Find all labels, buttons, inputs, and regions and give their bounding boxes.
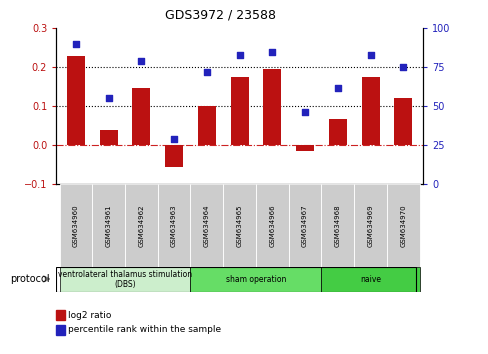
Point <box>137 58 145 64</box>
Text: GSM634968: GSM634968 <box>334 204 340 247</box>
Bar <box>92 184 125 267</box>
Text: GSM634961: GSM634961 <box>105 204 111 247</box>
Bar <box>230 77 248 145</box>
Text: GSM634962: GSM634962 <box>138 204 144 247</box>
Text: GSM634960: GSM634960 <box>73 204 79 247</box>
Text: percentile rank within the sample: percentile rank within the sample <box>68 325 221 334</box>
Text: GSM634966: GSM634966 <box>269 204 275 247</box>
Bar <box>60 184 92 267</box>
Text: sham operation: sham operation <box>225 275 285 284</box>
Bar <box>190 184 223 267</box>
Bar <box>190 267 321 292</box>
Bar <box>288 184 321 267</box>
Point <box>203 69 210 75</box>
Bar <box>296 145 313 151</box>
Bar <box>100 130 118 145</box>
Bar <box>198 106 215 145</box>
Point <box>104 96 112 101</box>
Bar <box>223 184 255 267</box>
Text: GSM634963: GSM634963 <box>171 204 177 247</box>
Bar <box>60 267 190 292</box>
Bar <box>56 325 65 335</box>
Text: GSM634967: GSM634967 <box>302 204 307 247</box>
Point <box>333 85 341 90</box>
Bar <box>263 69 281 145</box>
Bar <box>353 184 386 267</box>
Point <box>170 136 178 142</box>
Text: naive: naive <box>359 275 380 284</box>
Bar <box>255 184 288 267</box>
Text: GSM634969: GSM634969 <box>367 204 373 247</box>
Bar <box>393 98 411 145</box>
Point <box>235 52 243 58</box>
Bar <box>361 77 379 145</box>
Text: GSM634965: GSM634965 <box>236 204 242 247</box>
Bar <box>386 184 419 267</box>
Bar <box>56 310 65 320</box>
Bar <box>321 267 419 292</box>
Bar <box>67 56 85 145</box>
Point <box>366 52 374 58</box>
Bar <box>328 119 346 145</box>
Point <box>399 64 407 70</box>
Bar <box>321 184 353 267</box>
Text: log2 ratio: log2 ratio <box>68 311 112 320</box>
Text: GSM634970: GSM634970 <box>400 204 406 247</box>
Bar <box>158 184 190 267</box>
Bar <box>132 87 150 145</box>
Point <box>268 49 276 55</box>
Bar <box>125 184 158 267</box>
Bar <box>165 145 183 167</box>
Text: GSM634964: GSM634964 <box>203 204 209 247</box>
Text: protocol: protocol <box>10 274 49 284</box>
Point <box>72 41 80 47</box>
Point <box>301 110 308 115</box>
Text: ventrolateral thalamus stimulation
(DBS): ventrolateral thalamus stimulation (DBS) <box>58 270 192 289</box>
Text: GDS3972 / 23588: GDS3972 / 23588 <box>164 9 275 22</box>
